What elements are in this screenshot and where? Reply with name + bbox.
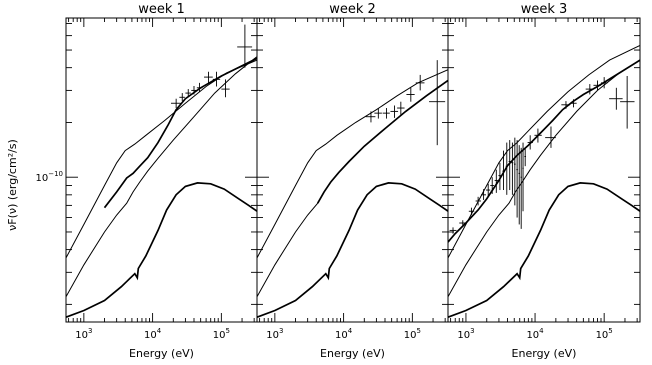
panels: week 1 Energy (eV) 103 104 105 10−10 week 2 Ene…	[35, 2, 641, 360]
x-tick-label: 104	[144, 327, 162, 341]
x-axis-label: Energy (eV)	[320, 347, 385, 360]
data-point	[179, 93, 185, 102]
data-point	[593, 80, 602, 91]
x-axis-label: Energy (eV)	[129, 347, 194, 360]
panel-title: week 3	[521, 2, 568, 17]
x-tick-label: 105	[213, 327, 230, 341]
data-point	[516, 140, 518, 218]
data-point	[508, 140, 511, 191]
model-curve-3	[316, 79, 448, 204]
data-point	[185, 89, 191, 97]
data-point	[569, 99, 577, 108]
data-point	[480, 189, 486, 200]
x-tick-label: 105	[404, 327, 421, 341]
model-curve-4	[257, 182, 448, 318]
data-point	[513, 137, 516, 206]
data-point	[601, 77, 608, 89]
panel-week-2: week 2 Energy (eV) 103 104 105	[256, 2, 449, 360]
data-point	[390, 105, 399, 118]
data-point	[204, 71, 213, 83]
y-tick-label: 10−10	[35, 170, 63, 184]
x-axis-label: Energy (eV)	[512, 347, 577, 360]
data-point	[415, 74, 425, 91]
data-point	[527, 135, 533, 150]
data-point	[468, 207, 475, 215]
plot-frame	[256, 17, 449, 323]
data-point	[534, 128, 542, 143]
data-point	[406, 87, 415, 102]
x-tick-label: 103	[266, 327, 283, 341]
data-point	[511, 142, 514, 195]
data-point	[609, 87, 623, 110]
model-curve-1	[257, 80, 448, 298]
data-point	[365, 111, 376, 123]
data-point	[196, 82, 203, 92]
x-tick-label: 104	[335, 327, 353, 341]
data-point	[620, 75, 635, 129]
data-point	[490, 177, 495, 194]
panel-week-3: week 3 Energy (eV) 103 104 105	[447, 2, 641, 360]
data-point	[191, 86, 197, 95]
data-point	[397, 101, 405, 115]
model-curve-1	[448, 59, 640, 298]
data-point	[170, 98, 181, 109]
data-point	[502, 150, 505, 191]
data-point	[237, 24, 253, 68]
x-tick-label: 103	[457, 327, 474, 341]
data-point	[429, 60, 446, 146]
data-point	[374, 108, 382, 119]
data-point	[212, 71, 221, 87]
y-axis-label: νF(ν) (erg/cm²/s)	[6, 139, 19, 231]
plot-frame	[65, 17, 258, 323]
model-curve-4	[66, 182, 257, 318]
data-point	[221, 79, 230, 98]
model-curve-1	[66, 56, 257, 298]
panel-title: week 2	[329, 2, 376, 17]
data-point	[518, 145, 520, 225]
data-point	[459, 220, 466, 226]
plot-frame	[447, 17, 641, 323]
data-point	[382, 108, 390, 119]
data-point	[522, 142, 524, 212]
model-curve-2	[257, 69, 448, 259]
panel-title: week 1	[138, 2, 185, 17]
data-point	[494, 169, 498, 193]
data-point	[498, 162, 502, 191]
data-point	[505, 142, 508, 195]
data-point	[545, 126, 556, 148]
x-tick-label: 104	[526, 327, 544, 341]
x-tick-label: 105	[596, 327, 613, 341]
model-curve-3	[448, 59, 640, 243]
data-point	[485, 183, 491, 197]
data-point	[520, 147, 522, 229]
panel-week-1: week 1 Energy (eV) 103 104 105 10−10	[35, 2, 258, 360]
model-curve-2	[66, 59, 257, 259]
data-point	[524, 147, 527, 167]
model-curve-3	[103, 57, 257, 209]
data-point	[561, 101, 570, 109]
model-curve-4	[448, 182, 640, 318]
data-point	[475, 196, 481, 206]
data-point	[449, 227, 457, 234]
data-point	[585, 84, 594, 95]
x-tick-label: 103	[75, 327, 92, 341]
